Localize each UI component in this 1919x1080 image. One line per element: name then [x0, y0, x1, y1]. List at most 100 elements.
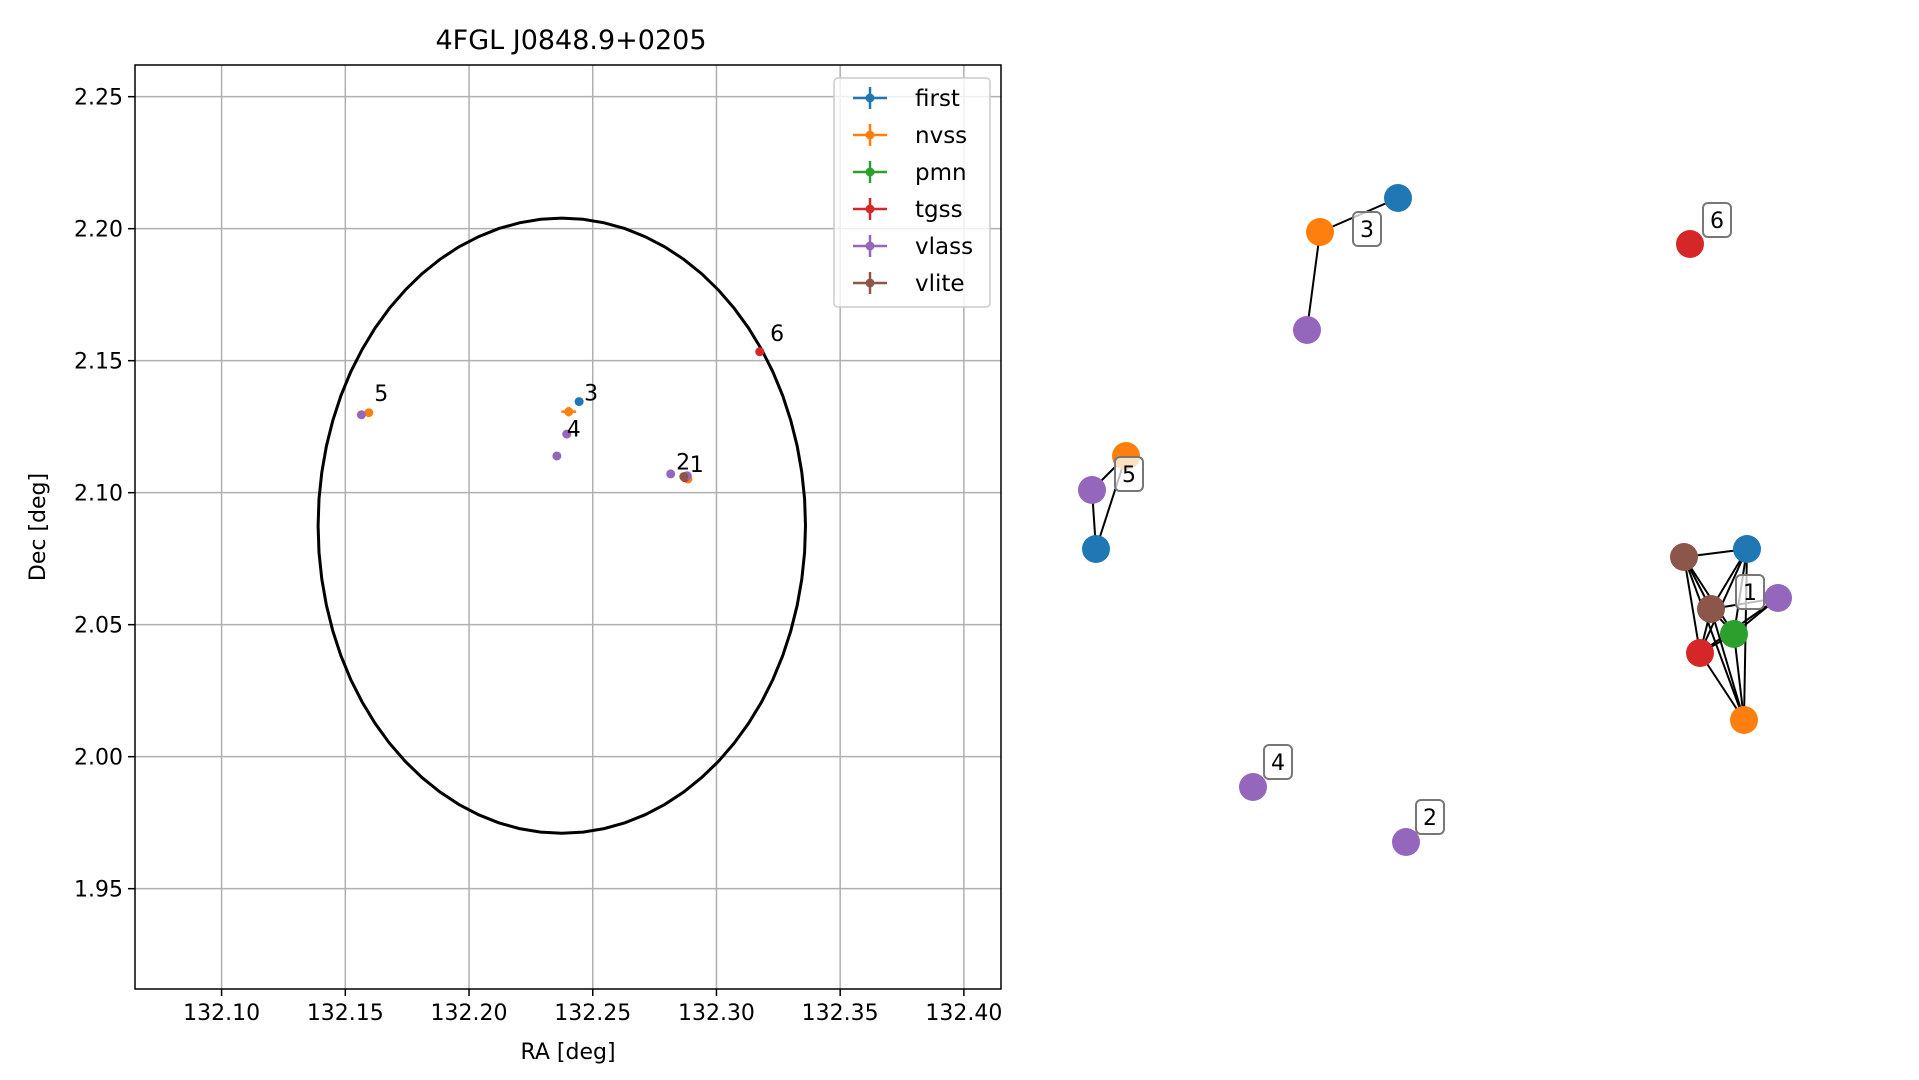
- point-first: [574, 397, 584, 407]
- point-marker: [364, 408, 374, 418]
- network-label: 3: [1352, 211, 1382, 247]
- legend: first nvss pmn tgss vlass vlite: [833, 77, 991, 308]
- uncertainty-ellipse-layer: [316, 216, 808, 835]
- network-node: [1306, 218, 1334, 246]
- point-label: 5: [374, 382, 388, 407]
- network-edge: [1683, 556, 1701, 654]
- network-nodes: [1078, 184, 1792, 856]
- point-vlite: [679, 472, 689, 482]
- legend-entry-tgss: tgss: [853, 197, 963, 223]
- network-node: [1078, 476, 1106, 504]
- point-tgss: [755, 347, 765, 357]
- x-tick-label: 132.40: [925, 1001, 1002, 1026]
- point-marker: [552, 451, 562, 461]
- network-node: [1239, 773, 1267, 801]
- network-labels: 3 6 5 1 4 2: [1114, 202, 1765, 835]
- legend-label: first: [915, 86, 960, 112]
- network-label: 1: [1735, 574, 1765, 610]
- point-label: 6: [770, 322, 784, 347]
- network-node: [1764, 584, 1792, 612]
- network-label: 6: [1702, 202, 1732, 238]
- network-label-text: 2: [1423, 806, 1437, 831]
- network-edge: [1306, 231, 1321, 331]
- point-label: 2: [676, 451, 690, 476]
- x-tick-label: 132.10: [183, 1001, 260, 1026]
- data-points-layer: [356, 347, 765, 484]
- y-tick-label: 2.20: [74, 218, 123, 243]
- axis-ticks: 132.10 132.15 132.20 132.25 132.30 132.35 132.…: [74, 86, 1002, 1026]
- point-marker: [755, 347, 765, 357]
- legend-entry-first: first: [853, 86, 960, 112]
- point-label: 3: [584, 382, 598, 407]
- plot-area-frame: [134, 64, 1002, 990]
- network-label: 2: [1415, 799, 1445, 835]
- legend-label: vlass: [915, 234, 973, 260]
- network-edge: [1710, 608, 1745, 721]
- network-node: [1697, 595, 1725, 623]
- network-label: 5: [1114, 456, 1144, 492]
- legend-label: pmn: [915, 160, 967, 186]
- point-label: 4: [567, 417, 581, 442]
- y-tick-label: 2.15: [74, 350, 123, 375]
- network-edges: [1091, 197, 1779, 721]
- network-label-box: [1263, 744, 1293, 780]
- network-node: [1686, 639, 1714, 667]
- network-label-box: [1702, 202, 1732, 238]
- network-node: [1670, 543, 1698, 571]
- legend-marker-dot: [865, 241, 875, 251]
- legend-entry-vlass: vlass: [853, 234, 973, 260]
- point-marker: [574, 397, 584, 407]
- point-label: 1: [690, 453, 704, 478]
- chart-title: 4FGL J0848.9+0205: [435, 25, 706, 56]
- point-nvss: [561, 406, 577, 417]
- point-vlass: [666, 469, 676, 479]
- x-tick-label: 132.35: [802, 1001, 879, 1026]
- network-label-box: [1415, 799, 1445, 835]
- network-label-box: [1735, 574, 1765, 610]
- x-axis-label: RA [deg]: [520, 1040, 615, 1065]
- network-label-text: 6: [1710, 209, 1724, 234]
- network-edge: [1699, 548, 1748, 654]
- y-tick-label: 2.10: [74, 482, 123, 507]
- network-label-box: [1114, 456, 1144, 492]
- y-tick-label: 1.95: [74, 878, 123, 903]
- legend-entry-pmn: pmn: [853, 160, 967, 186]
- network-label-box: [1352, 211, 1382, 247]
- x-tick-label: 132.20: [431, 1001, 508, 1026]
- y-tick-label: 2.25: [74, 86, 123, 111]
- x-tick-label: 132.15: [307, 1001, 384, 1026]
- network-label-text: 5: [1122, 463, 1136, 488]
- y-tick-label: 2.00: [74, 746, 123, 771]
- error-ellipse: [316, 216, 808, 835]
- y-axis-label: Dec [deg]: [26, 473, 51, 581]
- network-node: [1392, 828, 1420, 856]
- legend-marker-dot: [865, 167, 875, 177]
- x-tick-label: 132.25: [554, 1001, 631, 1026]
- y-tick-label: 2.05: [74, 614, 123, 639]
- network-label-text: 3: [1360, 218, 1374, 243]
- legend-entry-nvss: nvss: [853, 123, 967, 149]
- point-marker: [564, 407, 574, 417]
- point-nvss: [364, 408, 374, 418]
- legend-label: vlite: [915, 271, 965, 297]
- point-marker: [666, 469, 676, 479]
- network-node: [1730, 706, 1758, 734]
- network-edge: [1733, 633, 1745, 721]
- legend-label: nvss: [915, 123, 967, 149]
- network-label-text: 4: [1271, 751, 1285, 776]
- x-tick-label: 132.30: [678, 1001, 755, 1026]
- legend-marker-dot: [865, 204, 875, 214]
- legend-box: [833, 77, 991, 308]
- network-label-text: 1: [1743, 581, 1757, 606]
- network-node: [1082, 535, 1110, 563]
- network-label: 4: [1263, 744, 1293, 780]
- network-node: [1720, 620, 1748, 648]
- point-vlass: [356, 410, 366, 420]
- legend-entries: first nvss pmn tgss vlass vlite: [853, 86, 973, 297]
- legend-entry-vlite: vlite: [853, 271, 965, 297]
- network-node: [1676, 230, 1704, 258]
- network-node: [1733, 535, 1761, 563]
